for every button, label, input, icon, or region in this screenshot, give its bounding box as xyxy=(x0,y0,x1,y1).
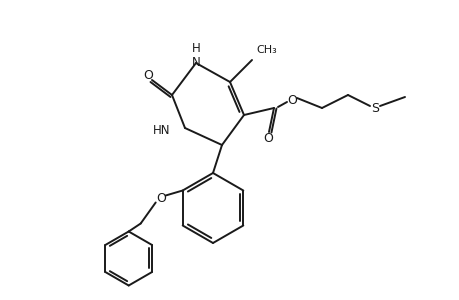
Text: HN: HN xyxy=(152,124,170,136)
Text: O: O xyxy=(143,68,152,82)
Text: O: O xyxy=(286,94,297,106)
Text: N: N xyxy=(191,56,200,68)
Text: CH₃: CH₃ xyxy=(256,45,276,55)
Text: S: S xyxy=(370,101,378,115)
Text: O: O xyxy=(263,131,272,145)
Text: H: H xyxy=(191,41,200,55)
Text: O: O xyxy=(156,192,165,205)
